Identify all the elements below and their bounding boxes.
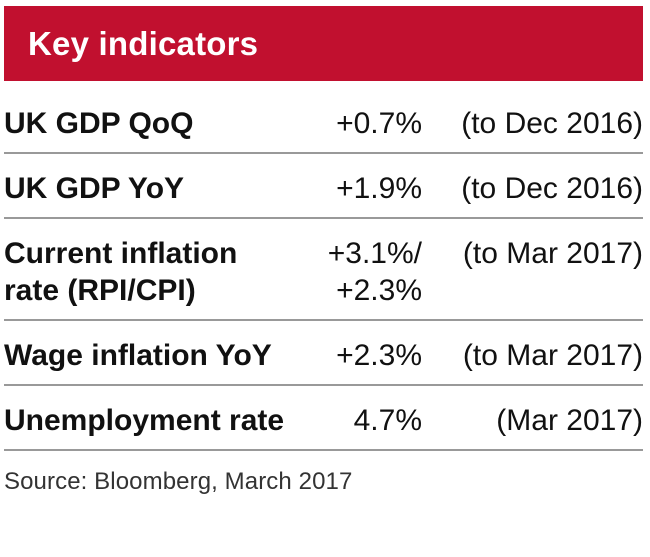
row-label-line: UK GDP QoQ xyxy=(4,107,194,140)
row-value: 4.7% xyxy=(306,402,422,439)
source-note: Source: Bloomberg, March 2017 xyxy=(4,468,353,495)
row-label: Wage inflation YoY xyxy=(4,337,306,374)
row-value-line: +3.1%/ xyxy=(327,237,422,270)
panel-header: Key indicators xyxy=(4,6,643,81)
row-period: (Mar 2017) xyxy=(496,404,643,437)
indicators-table: UK GDP QoQ +0.7% (to Dec 2016) UK GDP Yo… xyxy=(4,89,643,451)
row-value: +2.3% xyxy=(306,337,422,374)
row-value-line: 4.7% xyxy=(353,404,422,437)
row-label-line: UK GDP YoY xyxy=(4,172,185,205)
table-row: UK GDP QoQ +0.7% (to Dec 2016) xyxy=(4,89,643,154)
row-label-line: Wage inflation YoY xyxy=(4,339,272,372)
row-period: (to Mar 2017) xyxy=(462,237,643,270)
row-period: (to Mar 2017) xyxy=(462,339,643,372)
table-row: UK GDP YoY +1.9% (to Dec 2016) xyxy=(4,154,643,219)
row-value-line: +2.3% xyxy=(336,274,422,307)
row-label: UK GDP YoY xyxy=(4,170,306,207)
row-value-line: +0.7% xyxy=(336,107,422,140)
row-value: +3.1%/ +2.3% xyxy=(306,235,422,309)
row-label: Unemployment rate xyxy=(4,402,306,439)
row-period: (to Dec 2016) xyxy=(461,107,643,140)
key-indicators-panel: Key indicators UK GDP QoQ +0.7% (to Dec … xyxy=(4,6,643,497)
row-label-line: Unemployment rate xyxy=(4,404,285,437)
row-label: UK GDP QoQ xyxy=(4,105,306,142)
row-label-line: Current inflation xyxy=(4,237,238,270)
row-period: (to Dec 2016) xyxy=(461,172,643,205)
row-label: Current inflation rate (RPI/CPI) xyxy=(4,235,306,309)
panel-title: Key indicators xyxy=(28,24,259,62)
row-value-line: +2.3% xyxy=(336,339,422,372)
row-value: +0.7% xyxy=(306,105,422,142)
row-value: +1.9% xyxy=(306,170,422,207)
table-row: Wage inflation YoY +2.3% (to Mar 2017) xyxy=(4,321,643,386)
row-label-line: rate (RPI/CPI) xyxy=(4,274,196,307)
table-row: Current inflation rate (RPI/CPI) +3.1%/ … xyxy=(4,219,643,321)
table-row: Unemployment rate 4.7% (Mar 2017) xyxy=(4,386,643,451)
row-value-line: +1.9% xyxy=(336,172,422,205)
